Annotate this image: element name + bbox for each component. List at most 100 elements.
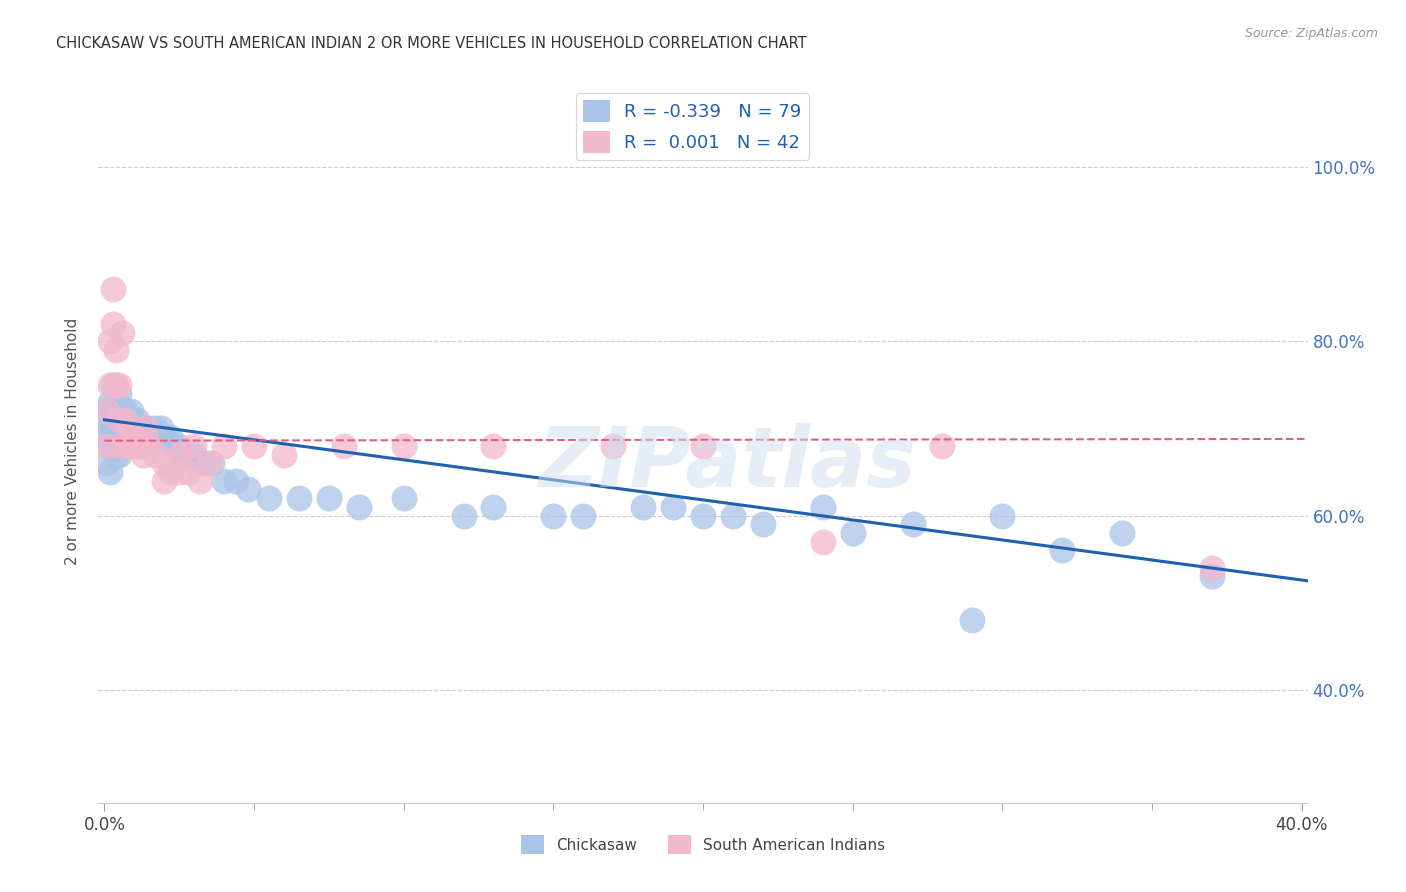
- Point: [167, 448, 190, 462]
- Point: [127, 413, 149, 427]
- Point: [111, 404, 134, 418]
- Point: [114, 439, 136, 453]
- Point: [543, 508, 565, 523]
- Point: [183, 448, 205, 462]
- Point: [1111, 525, 1133, 540]
- Point: [100, 465, 122, 479]
- Point: [811, 500, 834, 514]
- Point: [225, 474, 247, 488]
- Point: [811, 534, 834, 549]
- Point: [212, 474, 235, 488]
- Point: [100, 395, 122, 409]
- Point: [212, 439, 235, 453]
- Point: [120, 404, 142, 418]
- Point: [167, 465, 190, 479]
- Point: [201, 456, 224, 470]
- Point: [96, 456, 118, 470]
- Point: [117, 439, 139, 453]
- Point: [143, 448, 166, 462]
- Point: [135, 421, 157, 435]
- Text: Source: ZipAtlas.com: Source: ZipAtlas.com: [1244, 27, 1378, 40]
- Point: [721, 508, 744, 523]
- Point: [159, 430, 181, 444]
- Point: [333, 439, 356, 453]
- Point: [991, 508, 1014, 523]
- Point: [662, 500, 685, 514]
- Point: [177, 465, 200, 479]
- Legend: Chickasaw, South American Indians: Chickasaw, South American Indians: [515, 830, 891, 860]
- Point: [150, 421, 173, 435]
- Point: [111, 421, 134, 435]
- Point: [167, 439, 190, 453]
- Point: [482, 500, 505, 514]
- Point: [572, 508, 595, 523]
- Point: [105, 404, 128, 418]
- Point: [318, 491, 340, 505]
- Point: [1050, 543, 1073, 558]
- Point: [105, 395, 128, 409]
- Point: [148, 430, 170, 444]
- Point: [124, 430, 146, 444]
- Point: [105, 448, 128, 462]
- Point: [243, 439, 266, 453]
- Point: [602, 439, 624, 453]
- Point: [108, 413, 131, 427]
- Point: [129, 439, 152, 453]
- Point: [141, 430, 163, 444]
- Point: [96, 439, 118, 453]
- Point: [103, 421, 125, 435]
- Point: [392, 491, 415, 505]
- Point: [103, 282, 125, 296]
- Point: [105, 378, 128, 392]
- Point: [100, 439, 122, 453]
- Point: [100, 421, 122, 435]
- Point: [127, 439, 149, 453]
- Point: [273, 448, 295, 462]
- Point: [931, 439, 953, 453]
- Point: [188, 474, 211, 488]
- Point: [105, 343, 128, 358]
- Point: [96, 404, 118, 418]
- Point: [631, 500, 654, 514]
- Point: [153, 474, 176, 488]
- Point: [198, 456, 221, 470]
- Point: [962, 613, 984, 627]
- Point: [117, 430, 139, 444]
- Point: [108, 439, 131, 453]
- Point: [153, 456, 176, 470]
- Point: [162, 439, 184, 453]
- Point: [193, 456, 215, 470]
- Point: [692, 439, 714, 453]
- Point: [288, 491, 311, 505]
- Point: [100, 334, 122, 349]
- Point: [159, 465, 181, 479]
- Point: [129, 421, 152, 435]
- Point: [156, 430, 179, 444]
- Point: [138, 430, 160, 444]
- Point: [111, 439, 134, 453]
- Text: CHICKASAW VS SOUTH AMERICAN INDIAN 2 OR MORE VEHICLES IN HOUSEHOLD CORRELATION C: CHICKASAW VS SOUTH AMERICAN INDIAN 2 OR …: [56, 36, 807, 51]
- Point: [132, 448, 155, 462]
- Point: [347, 500, 370, 514]
- Point: [153, 430, 176, 444]
- Point: [124, 430, 146, 444]
- Point: [392, 439, 415, 453]
- Point: [453, 508, 475, 523]
- Point: [100, 378, 122, 392]
- Point: [108, 448, 131, 462]
- Point: [103, 404, 125, 418]
- Point: [1201, 561, 1223, 575]
- Point: [114, 404, 136, 418]
- Point: [105, 421, 128, 435]
- Point: [257, 491, 280, 505]
- Point: [752, 517, 775, 532]
- Point: [692, 508, 714, 523]
- Point: [103, 317, 125, 331]
- Point: [138, 421, 160, 435]
- Point: [132, 421, 155, 435]
- Point: [482, 439, 505, 453]
- Point: [132, 430, 155, 444]
- Text: ZIPatlas: ZIPatlas: [538, 423, 917, 504]
- Point: [841, 525, 863, 540]
- Point: [143, 421, 166, 435]
